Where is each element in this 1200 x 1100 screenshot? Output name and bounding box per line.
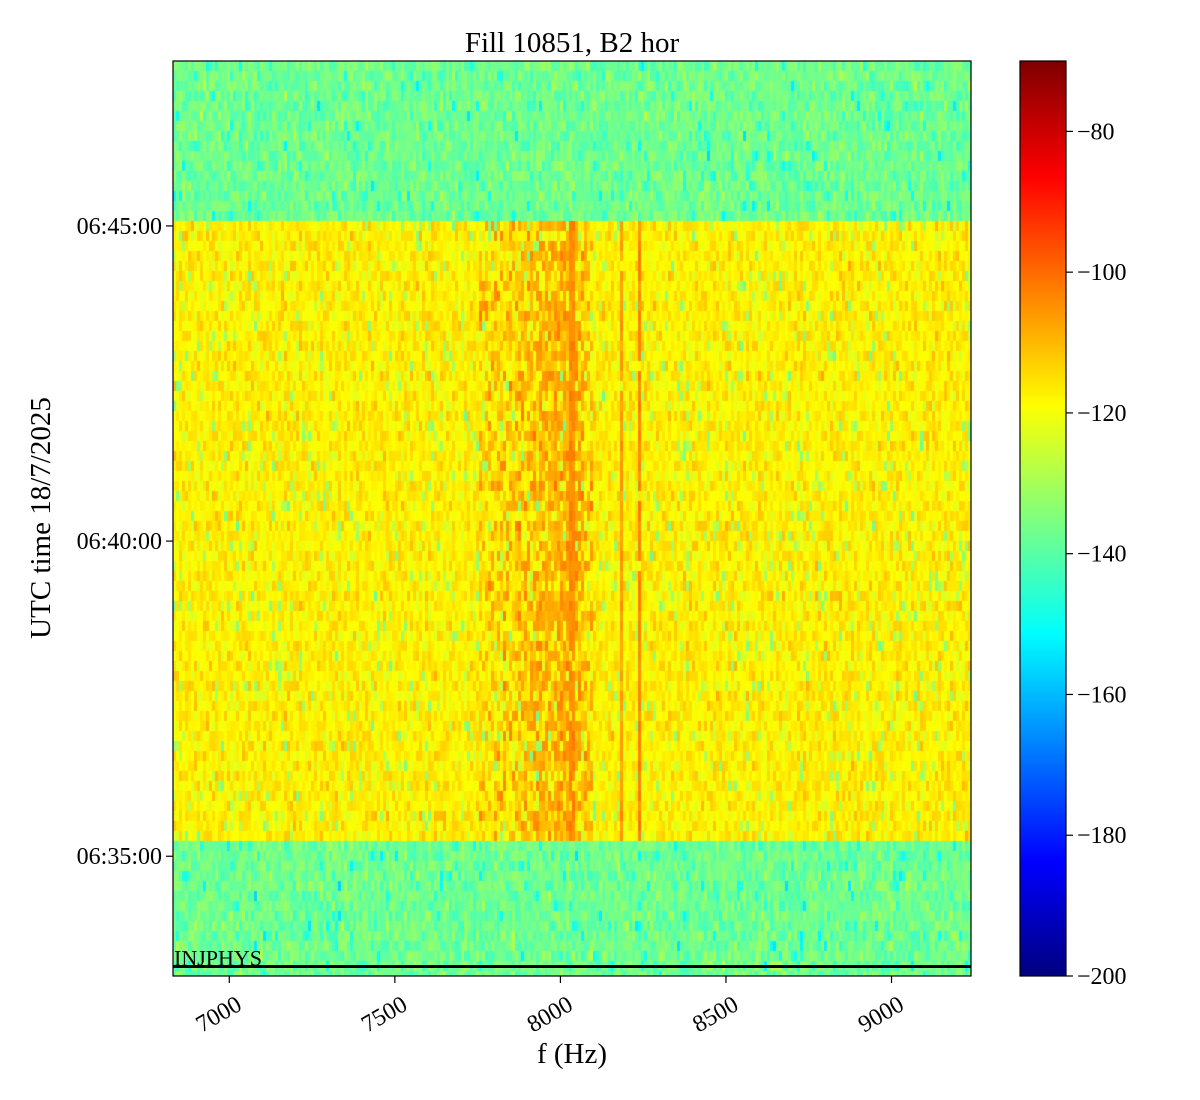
- colorbar-tick-label: −180: [1077, 823, 1127, 849]
- plot-frame: [172, 60, 972, 977]
- y-tick-label: 06:45:00: [77, 214, 162, 240]
- colorbar-tick-label: −80: [1077, 119, 1115, 145]
- y-tick-label: 06:40:00: [77, 529, 162, 555]
- x-tick-label: 8000: [523, 992, 578, 1039]
- colorbar-tick-label: −120: [1077, 401, 1127, 427]
- x-tick-label: 8500: [688, 992, 743, 1039]
- x-axis-label: f (Hz): [537, 1038, 607, 1070]
- x-tick-label: 7000: [192, 992, 247, 1039]
- colorbar-tick-label: −200: [1077, 964, 1127, 990]
- chart-title: Fill 10851, B2 hor: [465, 27, 680, 59]
- colorbar-tick-label: −140: [1077, 542, 1127, 568]
- x-tick-label: 7500: [357, 992, 412, 1039]
- colorbar-tick-label: −160: [1077, 682, 1127, 708]
- y-tick-label: 06:35:00: [77, 844, 162, 870]
- x-tick-label: 9000: [854, 992, 909, 1039]
- injphys-annotation: INJPHYS: [173, 946, 971, 971]
- injphys-label: INJPHYS: [174, 946, 262, 971]
- colorbar-tick-label: −100: [1077, 260, 1127, 286]
- y-axis-label: UTC time 18/7/2025: [25, 397, 57, 639]
- colorbar-frame: [1019, 60, 1067, 977]
- colorbar-gradient: [1020, 61, 1066, 976]
- spectrogram-heatmap: [173, 61, 971, 976]
